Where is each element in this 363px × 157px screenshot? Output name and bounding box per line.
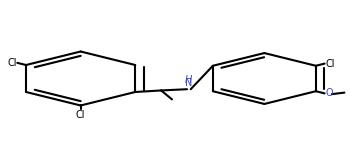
- Text: Cl: Cl: [7, 58, 17, 68]
- Text: N: N: [185, 78, 193, 88]
- Text: Cl: Cl: [76, 110, 85, 120]
- Text: H: H: [185, 75, 193, 85]
- Text: O: O: [326, 88, 333, 98]
- Text: Cl: Cl: [326, 59, 335, 69]
